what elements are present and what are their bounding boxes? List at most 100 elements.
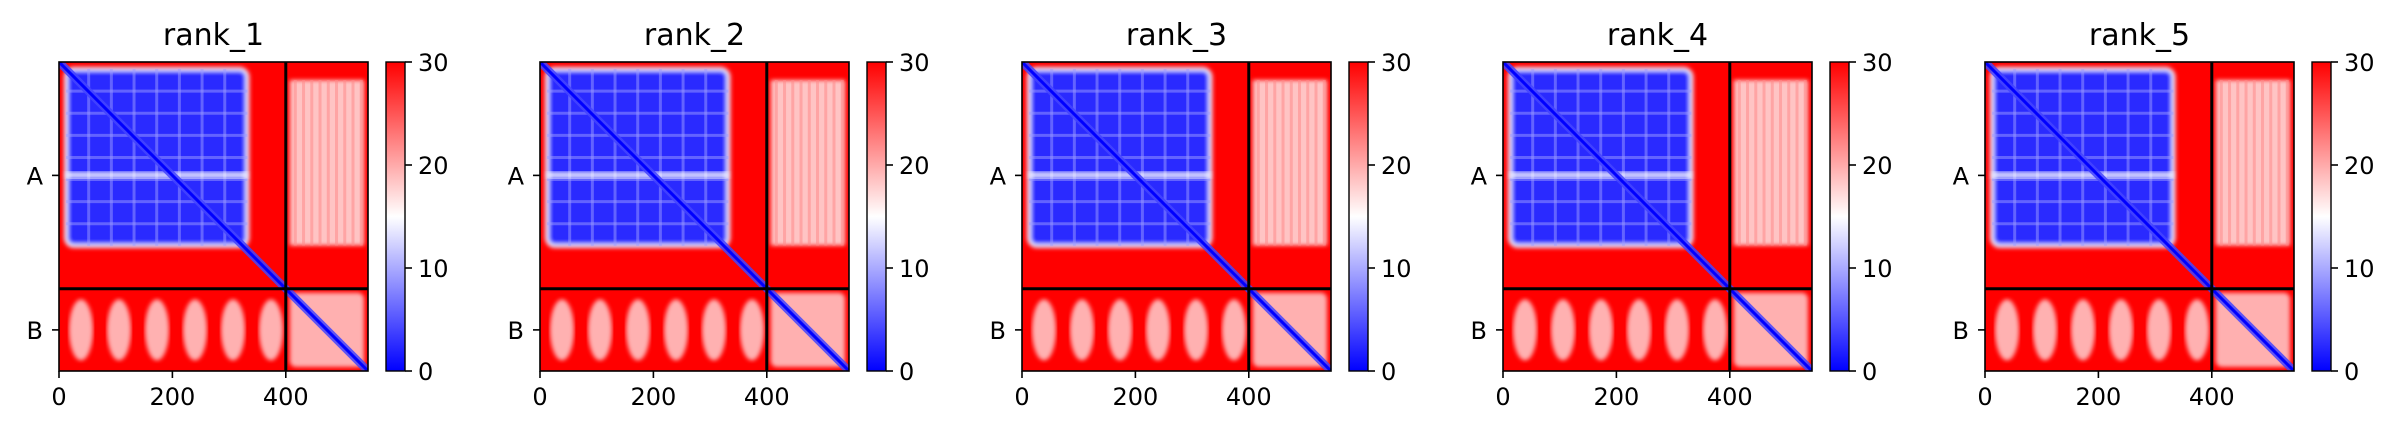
- y-tick-label: A: [1953, 162, 1970, 190]
- interchain-blob: [702, 299, 726, 361]
- interchain-stripe: [832, 80, 836, 246]
- axes-frame: [1502, 61, 1813, 372]
- interchain-blob: [107, 299, 131, 361]
- diagonal: [59, 62, 368, 371]
- interchain-stripe: [2285, 80, 2289, 246]
- domain-gap: [66, 171, 248, 179]
- domain-gap: [1510, 171, 1692, 179]
- y-tick-label: B: [1471, 317, 1487, 345]
- interchain-blob: [1184, 299, 1208, 361]
- colorbar-tick-label: 10: [899, 255, 930, 283]
- interchain-stripe: [2236, 80, 2240, 246]
- colorbar-tick-label: 30: [1381, 49, 1412, 77]
- colorbar-tick-label: 10: [1381, 255, 1412, 283]
- interchain-stripe: [1803, 80, 1807, 246]
- domain-gap: [547, 171, 729, 179]
- interchain-blob: [221, 299, 245, 361]
- interchain-stripe: [1273, 80, 1277, 246]
- interchain-stripe: [1306, 80, 1310, 246]
- x-tick-label: 0: [1495, 383, 1510, 411]
- y-tick-label: B: [27, 317, 43, 345]
- interchain-stripe: [2219, 80, 2223, 246]
- interchain-stripe: [1322, 80, 1326, 246]
- interchain-stripe: [807, 80, 811, 246]
- colorbar: [2311, 61, 2332, 372]
- colorbar-tick-label: 10: [2344, 255, 2375, 283]
- interchain-blob: [2147, 299, 2171, 361]
- interchain-stripe: [2269, 80, 2273, 246]
- interchain-stripe: [1737, 80, 1741, 246]
- interchain-blob: [183, 299, 207, 361]
- x-tick-label: 400: [744, 383, 790, 411]
- interchain-stripe: [774, 80, 778, 246]
- interchain-stripe: [1265, 80, 1269, 246]
- interchain-stripe: [1795, 80, 1799, 246]
- interchain-stripe: [343, 80, 347, 246]
- x-tick-label: 0: [1977, 383, 1992, 411]
- interchain-blob: [1222, 299, 1246, 361]
- colorbar-tick-label: 30: [899, 49, 930, 77]
- interchain-stripe: [293, 80, 297, 246]
- colorbar-tick-label: 0: [899, 358, 914, 386]
- interchain-stripe: [1762, 80, 1766, 246]
- y-tick-label: A: [27, 162, 44, 190]
- colorbar-tick-label: 20: [418, 152, 449, 180]
- colorbar-tick-label: 0: [1381, 358, 1396, 386]
- x-tick-label: 400: [1226, 383, 1272, 411]
- interchain-stripe: [1787, 80, 1791, 246]
- interchain-blob: [1513, 299, 1537, 361]
- x-tick-label: 200: [1112, 383, 1158, 411]
- colorbar-tick-label: 20: [1381, 152, 1412, 180]
- interchain-blob: [550, 299, 574, 361]
- interchain-blob: [1627, 299, 1651, 361]
- x-tick-label: 400: [2189, 383, 2235, 411]
- axes-frame: [1021, 61, 1332, 372]
- colorbar: [1348, 61, 1369, 372]
- panel-title: rank_3: [1126, 18, 1227, 53]
- interchain-blob: [1032, 299, 1056, 361]
- colorbar-tick-label: 20: [899, 152, 930, 180]
- interchain-stripe: [1746, 80, 1750, 246]
- interchain-blob: [145, 299, 169, 361]
- colorbar-tick-label: 10: [418, 255, 449, 283]
- diagonal: [540, 62, 849, 371]
- y-tick-label: A: [1471, 162, 1488, 190]
- interchain-blob: [664, 299, 688, 361]
- interchain-blob: [2033, 299, 2057, 361]
- interchain-stripe: [1770, 80, 1774, 246]
- interchain-blob: [740, 299, 764, 361]
- interchain-stripe: [2277, 80, 2281, 246]
- x-tick-label: 0: [532, 383, 547, 411]
- interchain-stripe: [799, 80, 803, 246]
- interchain-stripe: [326, 80, 330, 246]
- interchain-stripe: [2261, 80, 2265, 246]
- pae-panel-4: rank_4 0 200 400 A B 0 10 20 30: [1471, 18, 1893, 411]
- interchain-stripe: [1298, 80, 1302, 246]
- interchain-stripe: [1314, 80, 1318, 246]
- interchain-stripe: [1289, 80, 1293, 246]
- colorbar-tick-label: 0: [1862, 358, 1877, 386]
- interchain-stripe: [791, 80, 795, 246]
- x-tick-label: 400: [263, 383, 309, 411]
- domain-gap: [1992, 171, 2174, 179]
- y-tick-label: B: [508, 317, 524, 345]
- pae-panel-5: rank_5 0 200 400 A B 0 10 20 30: [1953, 18, 2375, 411]
- pae-panel-1: rank_1 0 200 400 A B 0 10 20 30: [27, 18, 449, 411]
- interchain-blob: [588, 299, 612, 361]
- pae-heatmap: [1022, 62, 1331, 371]
- axes-frame: [58, 61, 369, 372]
- interchain-stripe: [335, 80, 339, 246]
- pae-heatmap: [1503, 62, 1812, 371]
- x-tick-label: 400: [1707, 383, 1753, 411]
- interchain-stripe: [310, 80, 314, 246]
- interchain-blob: [1703, 299, 1727, 361]
- y-tick-label: A: [990, 162, 1007, 190]
- interchain-stripe: [1281, 80, 1285, 246]
- x-tick-label: 200: [1593, 383, 1639, 411]
- axes-frame: [1984, 61, 2295, 372]
- y-tick-label: A: [508, 162, 525, 190]
- interchain-stripe: [816, 80, 820, 246]
- interchain-blob: [1108, 299, 1132, 361]
- interchain-blob: [1551, 299, 1575, 361]
